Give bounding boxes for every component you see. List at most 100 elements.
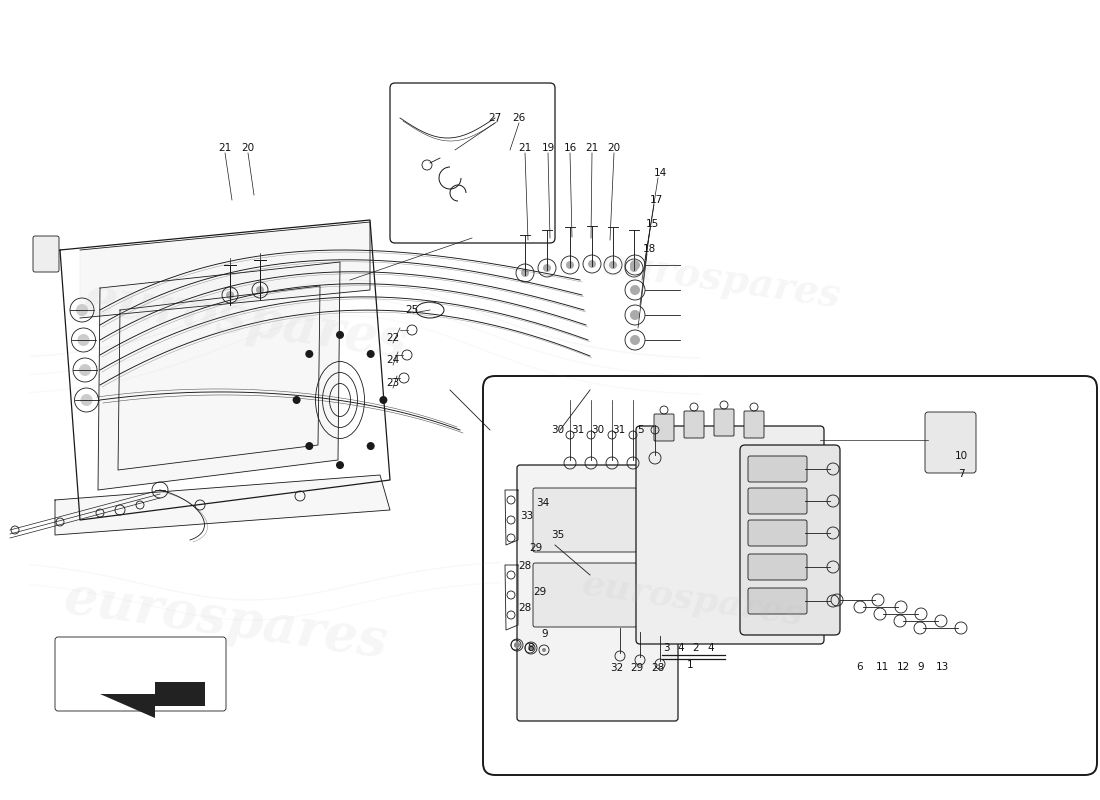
FancyBboxPatch shape: [390, 83, 556, 243]
Text: 1: 1: [686, 660, 693, 670]
Text: 4: 4: [707, 643, 714, 653]
Text: 24: 24: [386, 355, 399, 365]
Text: 35: 35: [551, 530, 564, 540]
Circle shape: [379, 396, 387, 404]
Text: 22: 22: [386, 333, 399, 343]
Text: 27: 27: [488, 113, 502, 123]
Text: eurospares: eurospares: [580, 567, 806, 633]
Text: 33: 33: [520, 511, 534, 521]
Text: 17: 17: [649, 195, 662, 205]
Text: 15: 15: [646, 219, 659, 229]
FancyBboxPatch shape: [748, 520, 807, 546]
Circle shape: [630, 285, 640, 295]
Text: 32: 32: [610, 663, 624, 673]
Circle shape: [630, 264, 638, 272]
FancyBboxPatch shape: [33, 236, 59, 272]
FancyBboxPatch shape: [684, 411, 704, 438]
FancyBboxPatch shape: [748, 588, 807, 614]
Text: 21: 21: [518, 143, 531, 153]
Circle shape: [543, 264, 551, 272]
Text: 16: 16: [563, 143, 576, 153]
Text: 5: 5: [638, 425, 645, 435]
FancyBboxPatch shape: [636, 426, 824, 644]
Text: 29: 29: [630, 663, 644, 673]
Text: 8: 8: [528, 643, 535, 653]
Circle shape: [542, 648, 546, 652]
Circle shape: [336, 331, 344, 339]
Text: 23: 23: [386, 378, 399, 388]
FancyBboxPatch shape: [925, 412, 976, 473]
Text: 9: 9: [917, 662, 924, 672]
Circle shape: [521, 269, 529, 277]
Text: 9: 9: [541, 629, 548, 639]
Text: 11: 11: [876, 662, 889, 672]
Circle shape: [566, 261, 574, 269]
Text: 31: 31: [571, 425, 584, 435]
Circle shape: [336, 461, 344, 469]
FancyBboxPatch shape: [744, 411, 764, 438]
Text: 6: 6: [857, 662, 864, 672]
FancyBboxPatch shape: [748, 456, 807, 482]
Circle shape: [76, 304, 88, 316]
FancyBboxPatch shape: [55, 637, 225, 711]
Text: 20: 20: [241, 143, 254, 153]
Text: 7: 7: [958, 469, 965, 479]
Text: 21: 21: [585, 143, 598, 153]
FancyBboxPatch shape: [483, 376, 1097, 775]
Circle shape: [306, 442, 313, 450]
Circle shape: [588, 260, 596, 268]
Text: 28: 28: [651, 663, 664, 673]
Circle shape: [366, 350, 375, 358]
Text: 25: 25: [406, 305, 419, 315]
FancyBboxPatch shape: [748, 554, 807, 580]
Text: 34: 34: [537, 498, 550, 508]
Circle shape: [528, 646, 532, 650]
Text: 14: 14: [653, 168, 667, 178]
Circle shape: [609, 261, 617, 269]
Text: 29: 29: [529, 543, 542, 553]
Text: 4: 4: [678, 643, 684, 653]
Polygon shape: [55, 475, 390, 535]
Text: 2: 2: [693, 643, 700, 653]
Text: 28: 28: [518, 603, 531, 613]
Circle shape: [79, 364, 91, 376]
Circle shape: [77, 334, 89, 346]
Text: 10: 10: [955, 451, 968, 461]
Text: eurospares: eurospares: [600, 245, 844, 315]
FancyBboxPatch shape: [654, 414, 674, 441]
Polygon shape: [80, 222, 370, 318]
Circle shape: [226, 291, 234, 299]
Text: 21: 21: [219, 143, 232, 153]
Text: eurospares: eurospares: [80, 272, 410, 368]
Text: 13: 13: [935, 662, 948, 672]
Circle shape: [630, 310, 640, 320]
Circle shape: [256, 286, 264, 294]
Text: eurospares: eurospares: [60, 572, 390, 668]
Text: 29: 29: [534, 587, 547, 597]
Polygon shape: [98, 262, 340, 490]
FancyBboxPatch shape: [714, 409, 734, 436]
Text: 30: 30: [551, 425, 564, 435]
Text: 20: 20: [607, 143, 620, 153]
FancyBboxPatch shape: [517, 465, 678, 721]
Circle shape: [514, 642, 520, 648]
Circle shape: [630, 335, 640, 345]
FancyBboxPatch shape: [748, 488, 807, 514]
Text: 31: 31: [613, 425, 626, 435]
Circle shape: [306, 350, 313, 358]
FancyBboxPatch shape: [740, 445, 840, 635]
Text: 19: 19: [541, 143, 554, 153]
Circle shape: [293, 396, 300, 404]
Text: 3: 3: [662, 643, 669, 653]
Text: 26: 26: [513, 113, 526, 123]
Text: 28: 28: [518, 561, 531, 571]
FancyBboxPatch shape: [534, 488, 637, 552]
Circle shape: [80, 394, 92, 406]
Circle shape: [630, 260, 640, 270]
Text: 30: 30: [592, 425, 605, 435]
Text: 12: 12: [896, 662, 910, 672]
Polygon shape: [100, 682, 205, 718]
Circle shape: [366, 442, 375, 450]
Circle shape: [528, 645, 534, 651]
Text: 18: 18: [642, 244, 656, 254]
